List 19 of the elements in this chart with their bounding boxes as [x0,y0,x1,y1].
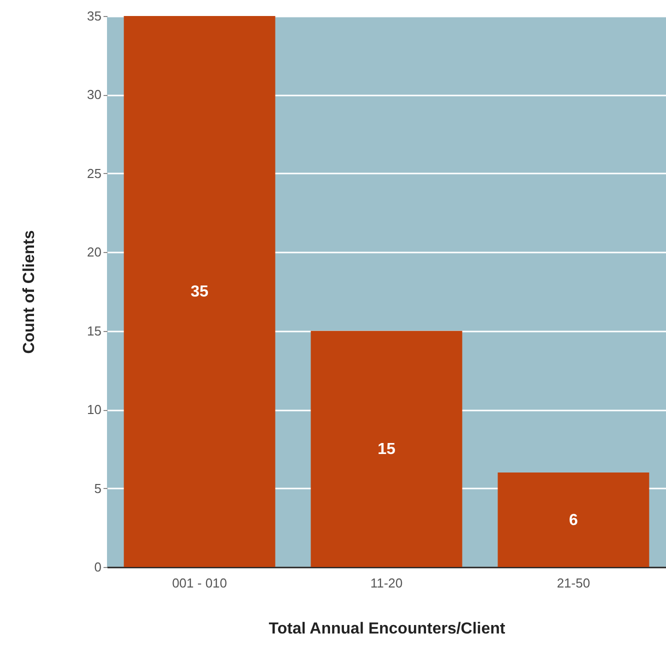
bar [124,16,276,567]
data-label: 6 [569,512,578,529]
y-tick-label: 0 [94,560,102,574]
bar [310,330,462,567]
x-tick-label: 11-20 [370,576,403,590]
data-label: 15 [378,440,396,458]
y-tick-label: 5 [94,480,102,496]
y-tick-label: 15 [87,323,102,338]
x-tick-label: 21-50 [556,576,590,590]
bar [498,472,650,567]
x-axis-title: Total Annual Encounters/Client [268,620,506,638]
y-tick-label: 10 [87,402,102,418]
y-axis-title: Count of Clients [21,230,38,354]
y-tick-label: 30 [87,87,102,102]
y-tick-label: 20 [87,244,102,260]
y-tick-label: 35 [87,8,102,24]
y-tick-label: 25 [87,166,102,181]
x-tick-label: 001 - 010 [172,576,228,590]
data-label: 35 [190,284,209,300]
